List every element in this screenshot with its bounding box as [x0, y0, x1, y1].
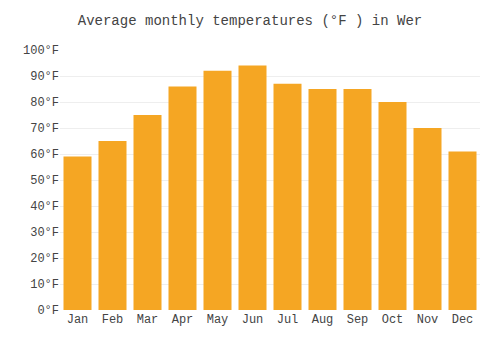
svg-text:Mar: Mar — [137, 313, 159, 327]
svg-text:Feb: Feb — [102, 313, 124, 327]
svg-text:Apr: Apr — [172, 313, 194, 327]
svg-text:Jan: Jan — [67, 313, 89, 327]
svg-text:20°F: 20°F — [30, 252, 59, 266]
svg-text:10°F: 10°F — [30, 278, 59, 292]
svg-text:50°F: 50°F — [30, 174, 59, 188]
svg-text:Nov: Nov — [417, 313, 439, 327]
svg-text:Jun: Jun — [242, 313, 264, 327]
svg-text:Jul: Jul — [277, 313, 299, 327]
svg-text:May: May — [207, 313, 229, 327]
svg-text:70°F: 70°F — [30, 122, 59, 136]
svg-text:30°F: 30°F — [30, 226, 59, 240]
svg-text:Sep: Sep — [347, 313, 369, 327]
svg-text:0°F: 0°F — [37, 304, 59, 318]
svg-text:60°F: 60°F — [30, 148, 59, 162]
svg-text:40°F: 40°F — [30, 200, 59, 214]
svg-text:Dec: Dec — [452, 313, 474, 327]
svg-text:Oct: Oct — [382, 313, 404, 327]
svg-text:90°F: 90°F — [30, 70, 59, 84]
svg-text:Aug: Aug — [312, 313, 334, 327]
svg-text:100°F: 100°F — [23, 44, 59, 58]
svg-text:Average monthly temperatures (: Average monthly temperatures (°F ) in We… — [78, 13, 422, 29]
svg-text:80°F: 80°F — [30, 96, 59, 110]
